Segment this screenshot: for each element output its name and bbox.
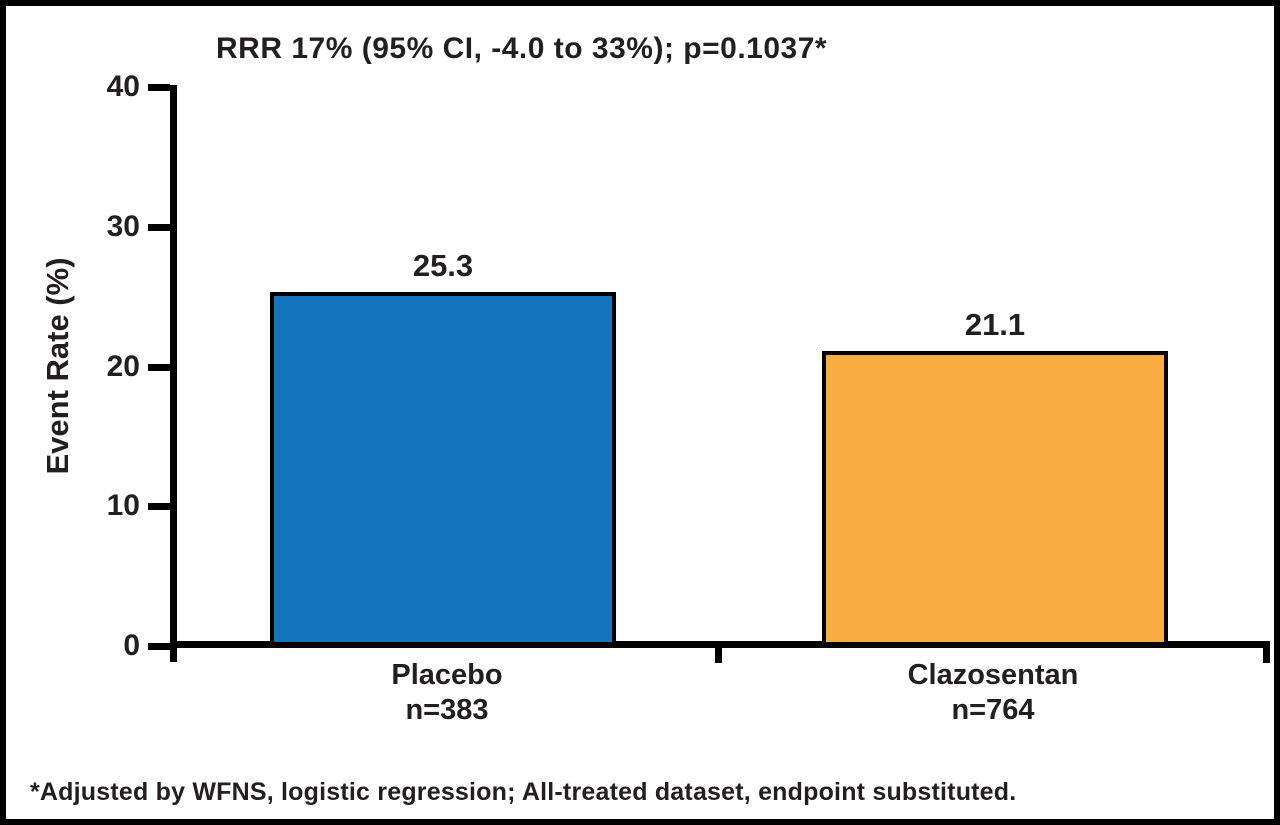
- y-tick-label: 10: [106, 489, 140, 523]
- y-tick-label: 40: [106, 70, 140, 103]
- y-tick-mark: [148, 643, 170, 650]
- category-n: n=764: [951, 694, 1035, 726]
- y-tick-mark: [148, 223, 170, 231]
- category-label-clazosentan: Clazosentan n=764: [783, 658, 1203, 728]
- category-label-placebo: Placebo n=383: [237, 658, 657, 728]
- x-axis-line: [170, 641, 1270, 648]
- x-axis-tick-mid: [715, 648, 722, 663]
- footnote: *Adjusted by WFNS, logistic regression; …: [30, 778, 1017, 806]
- y-tick-mark: [148, 84, 170, 91]
- bar-value-label-clazosentan: 21.1: [964, 307, 1026, 343]
- y-axis-line: [170, 85, 177, 662]
- y-tick-label: 20: [106, 349, 140, 383]
- y-tick-label: 30: [106, 209, 140, 243]
- bar-placebo: [270, 292, 616, 646]
- category-name: Placebo: [391, 659, 503, 691]
- y-tick-label: 0: [123, 629, 140, 662]
- y-tick-mark: [148, 363, 170, 371]
- bar-clazosentan: [822, 351, 1168, 646]
- category-n: n=383: [405, 694, 489, 726]
- category-name: Clazosentan: [907, 659, 1079, 691]
- y-tick-mark: [148, 503, 170, 511]
- x-axis-tick-end: [1263, 648, 1270, 663]
- bar-value-label-placebo: 25.3: [412, 248, 474, 284]
- chart-title: RRR 17% (95% CI, -4.0 to 33%); p=0.1037*: [216, 32, 828, 65]
